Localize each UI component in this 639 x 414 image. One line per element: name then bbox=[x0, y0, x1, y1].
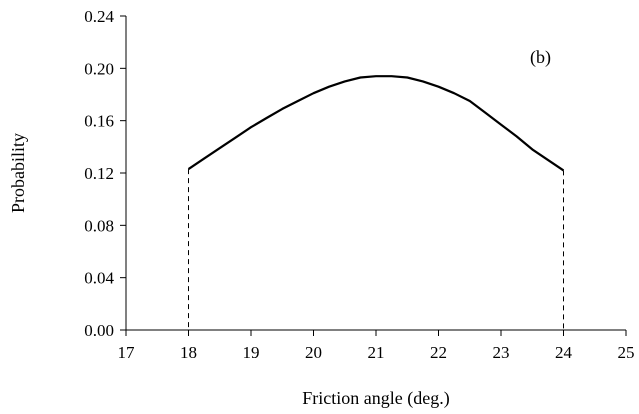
x-tick-label: 19 bbox=[243, 343, 260, 362]
y-tick-label: 0.08 bbox=[84, 216, 114, 235]
y-tick-label: 0.00 bbox=[84, 321, 114, 340]
y-tick-label: 0.16 bbox=[84, 112, 114, 131]
y-axis-title: Probability bbox=[8, 133, 28, 213]
x-tick-label: 21 bbox=[368, 343, 385, 362]
x-tick-label: 20 bbox=[305, 343, 322, 362]
y-axis-ticks: 0.00 0.04 0.08 0.12 0.16 0.20 0.24 bbox=[84, 7, 126, 340]
x-tick-label: 22 bbox=[430, 343, 447, 362]
y-tick-label: 0.12 bbox=[84, 164, 114, 183]
x-axis-title: Friction angle (deg.) bbox=[302, 388, 449, 409]
panel-annotation: (b) bbox=[530, 47, 551, 68]
x-tick-label: 23 bbox=[493, 343, 510, 362]
x-axis-ticks: 17 18 19 20 21 22 23 24 25 bbox=[118, 330, 635, 362]
x-tick-label: 24 bbox=[555, 343, 573, 362]
x-tick-label: 17 bbox=[118, 343, 136, 362]
x-tick-label: 18 bbox=[180, 343, 197, 362]
bound-lines bbox=[188, 169, 564, 330]
y-tick-label: 0.24 bbox=[84, 7, 114, 26]
x-tick-label: 25 bbox=[618, 343, 635, 362]
probability-curve bbox=[187, 75, 565, 172]
y-tick-label: 0.04 bbox=[84, 269, 114, 288]
series-group bbox=[187, 75, 565, 172]
y-tick-label: 0.20 bbox=[84, 59, 114, 78]
